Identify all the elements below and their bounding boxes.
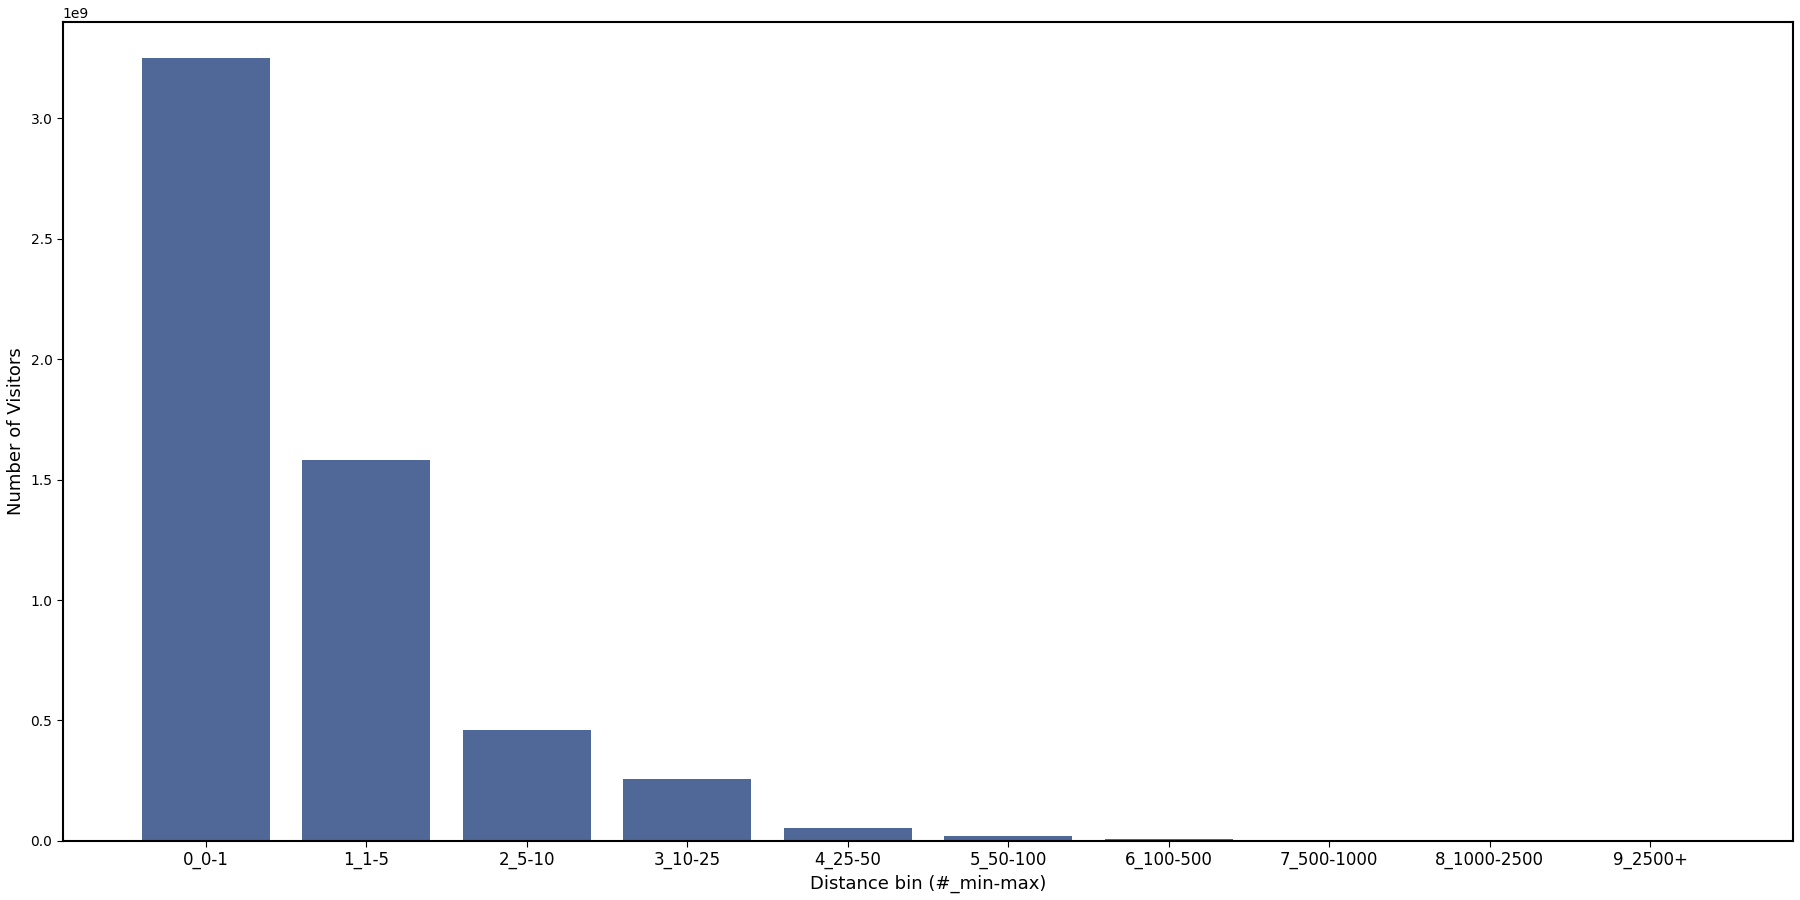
Bar: [783, 828, 913, 841]
Y-axis label: Number of Visitors: Number of Visitors: [7, 347, 25, 516]
Bar: [623, 779, 751, 841]
X-axis label: Distance bin (#_min-max): Distance bin (#_min-max): [810, 875, 1046, 893]
Bar: [943, 835, 1073, 841]
Bar: [1265, 840, 1393, 841]
Bar: [463, 730, 590, 841]
Bar: [142, 58, 270, 841]
Bar: [302, 461, 430, 841]
Bar: [1105, 839, 1233, 841]
